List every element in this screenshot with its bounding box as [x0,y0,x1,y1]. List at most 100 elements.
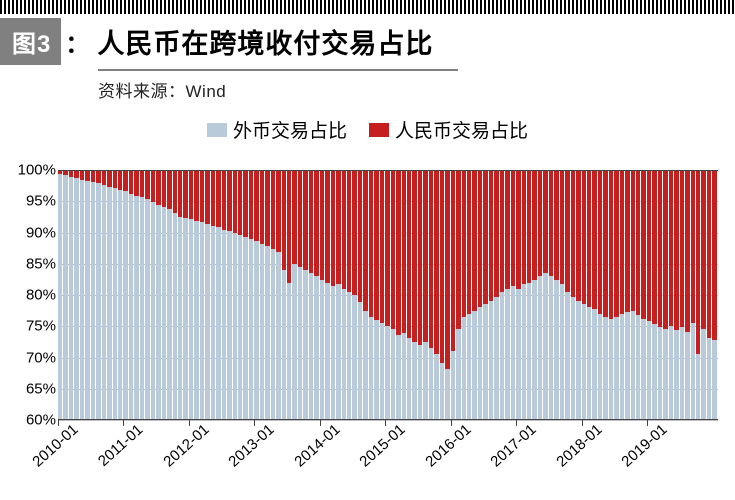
bar-segment-foreign [592,309,596,419]
bar-segment-rmb [516,171,520,289]
bar-segment-foreign [554,280,558,420]
y-tick-label: 100% [18,162,56,179]
bar-segment-foreign [85,181,89,419]
bar-segment-rmb [625,171,629,312]
bar-segment-foreign [358,302,362,419]
bar-segment-foreign [532,280,536,420]
bar-segment-foreign [598,314,602,419]
bar-segment-rmb [620,171,624,314]
bar-segment-foreign [254,241,258,419]
bar-segment-rmb [222,171,226,230]
legend-label-foreign: 外币交易占比 [233,116,347,143]
bar-segment-foreign [494,297,498,419]
bar-segment-rmb [576,171,580,301]
bar-segment-foreign [91,182,95,419]
bar-segment-foreign [249,239,253,419]
x-tick-label: 2017-01 [488,421,540,470]
chart-subtitle: 资料来源：Wind [98,75,226,102]
bar-segment-foreign [194,221,198,419]
bar-segment-rmb [707,171,711,338]
bar-segment-rmb [276,171,280,252]
chart-area [58,170,718,420]
bar-segment-rmb [211,171,215,226]
legend: 外币交易占比 人民币交易占比 [0,116,735,143]
bar-segment-foreign [511,286,515,419]
bar-segment-rmb [489,171,493,301]
bar-segment-foreign [107,187,111,420]
bar-segment-rmb [249,171,253,239]
bar-segment-foreign [571,297,575,419]
bar-segment-rmb [200,171,204,222]
header-row: 图3 ： 人民币在跨境收付交易占比 [0,18,735,65]
bar-segment-foreign [342,289,346,419]
bar-segment-foreign [543,273,547,419]
bar-segment-foreign [614,317,618,419]
bar-segment-rmb [691,171,695,323]
bar-segment-rmb [674,171,678,330]
bar-segment-rmb [260,171,264,244]
bar-segment-rmb [358,171,362,302]
bar-segment-foreign [369,317,373,419]
bar-segment-rmb [254,171,258,241]
bar-segment-rmb [636,171,640,315]
bar-segment-rmb [391,171,395,329]
bar-segment-foreign [663,329,667,419]
bar-segment-foreign [680,327,684,419]
bar-segment-rmb [445,171,449,369]
bar-segment-rmb [652,171,656,324]
bar-segment-rmb [298,171,302,267]
bar-segment-rmb [123,171,127,191]
bar-segment-rmb [412,171,416,342]
bar-segment-rmb [271,171,275,249]
bar-segment-foreign [396,335,400,419]
bar-segment-rmb [189,171,193,219]
bar-segment-foreign [303,270,307,419]
bar-segment-foreign [440,363,444,419]
y-tick-label: 75% [26,318,56,335]
bar-segment-rmb [440,171,444,363]
bar-segment-foreign [489,301,493,419]
bar-segment-rmb [107,171,111,187]
bar-segment-rmb [336,171,340,284]
bar-segment-foreign [467,314,471,419]
bar-segment-foreign [309,273,313,419]
x-tick-label: 2011-01 [95,421,146,470]
x-tick-mark [516,420,517,426]
bar-segment-foreign [243,237,247,419]
bar-segment-rmb [102,171,106,185]
bar-segment-foreign [652,324,656,419]
bar-segment-foreign [63,175,67,419]
bar-segment-rmb [592,171,596,309]
bar-segment-foreign [620,314,624,419]
bar-segment-foreign [260,244,264,419]
bar-segment-foreign [265,246,269,419]
bar-segment-foreign [691,323,695,419]
legend-item-rmb: 人民币交易占比 [369,116,528,143]
bar-segment-rmb [233,171,237,233]
bar-segment-rmb [451,171,455,351]
bar-segment-foreign [674,330,678,419]
bar-segment-rmb [587,171,591,307]
bar-segment-foreign [707,338,711,419]
bar-segment-rmb [129,171,133,194]
bar-segment-foreign [140,197,144,419]
bar-segment-rmb [396,171,400,335]
bar-segment-foreign [352,295,356,419]
bar-segment-rmb [609,171,613,319]
bar-segment-rmb [216,171,220,227]
bar-segment-rmb [478,171,482,307]
bar-segment-foreign [472,311,476,420]
bar-segment-foreign [538,276,542,419]
bar-segment-rmb [292,171,296,264]
bar-segment-foreign [565,292,569,419]
bar-segment-rmb [701,171,705,329]
bar-segment-foreign [631,311,635,420]
bar-segment-rmb [423,171,427,342]
bar-segment-rmb [85,171,89,181]
bar-segment-foreign [402,333,406,419]
bar-segment-rmb [538,171,542,276]
bar-segment-rmb [462,171,466,317]
bar-segment-rmb [183,171,187,218]
bar-segment-rmb [118,171,122,190]
bar-segment-rmb [685,171,689,332]
